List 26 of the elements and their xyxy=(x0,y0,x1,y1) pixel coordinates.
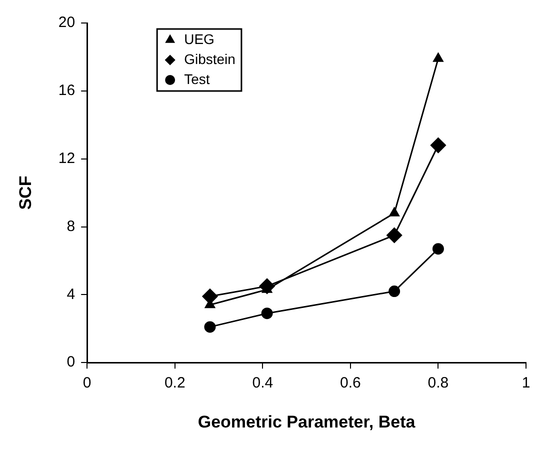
point xyxy=(389,207,400,216)
x-tick-label: 1 xyxy=(522,374,530,392)
y-tick-label: 20 xyxy=(58,14,76,32)
y-tick-label: 4 xyxy=(66,286,76,303)
point xyxy=(388,286,400,298)
point xyxy=(202,288,218,304)
point xyxy=(386,228,402,243)
y-tick-label: 12 xyxy=(58,150,76,167)
point xyxy=(204,321,216,333)
x-axis-title: Geometric Parameter, Beta xyxy=(198,412,416,432)
y-tick-label: 0 xyxy=(66,354,76,371)
y-tick-label: 8 xyxy=(66,218,76,235)
x-tick-label: 0 xyxy=(82,374,92,392)
x-tick-label: 0.8 xyxy=(428,374,449,392)
point xyxy=(432,243,444,255)
point xyxy=(433,52,444,62)
legend-label: Gibstein xyxy=(184,50,236,67)
x-tick-label: 0.4 xyxy=(252,374,274,392)
legend-label: Test xyxy=(184,70,210,87)
y-axis-title: SCF xyxy=(16,176,35,210)
x-tick-label: 0.2 xyxy=(164,374,186,392)
point xyxy=(430,138,446,154)
y-tick-label: 16 xyxy=(58,82,76,100)
point xyxy=(261,308,273,320)
legend-label: UEG xyxy=(184,30,214,47)
x-tick-label: 0.6 xyxy=(340,374,361,392)
